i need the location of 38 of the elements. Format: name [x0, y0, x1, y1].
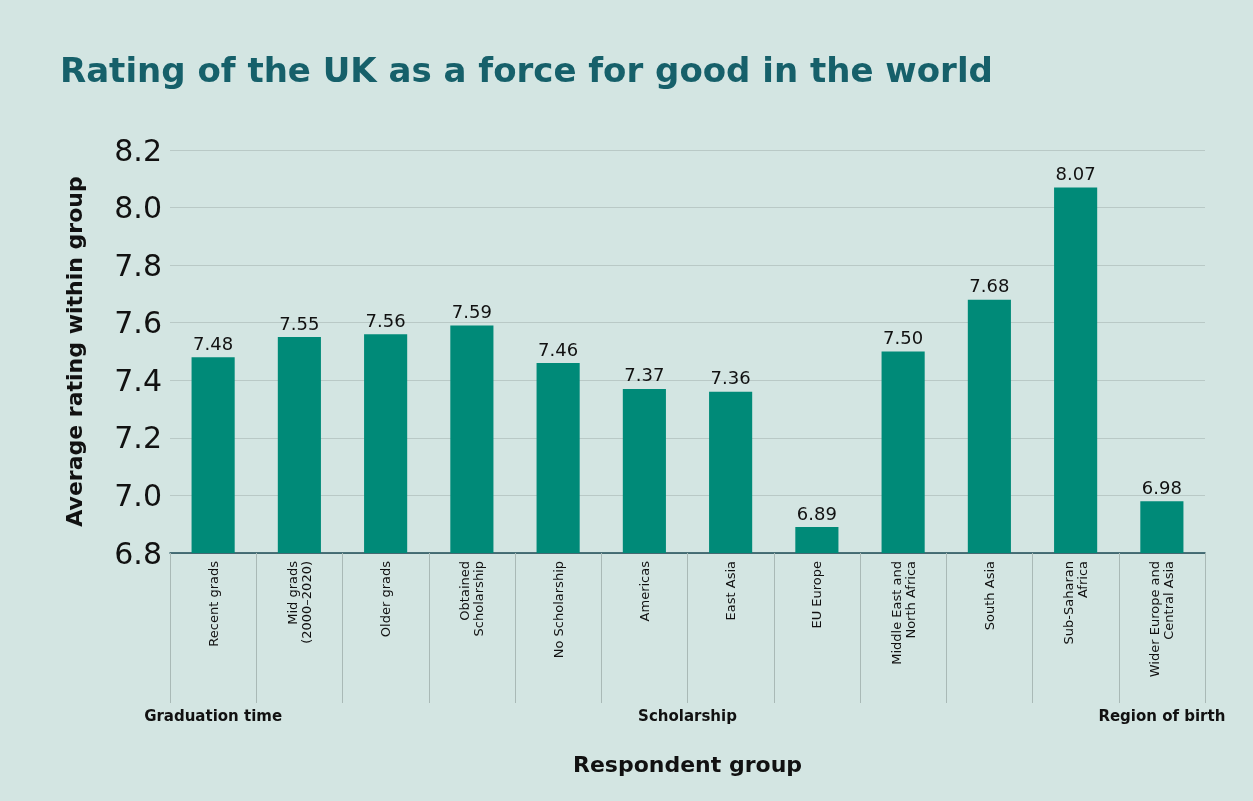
y-tick-label: 7.6 — [114, 305, 162, 341]
y-tick-label: 8.0 — [114, 190, 162, 226]
x-axis-title: Respondent group — [572, 751, 803, 777]
y-tick-label: 7.2 — [114, 420, 162, 456]
x-tick-label: East Asia — [723, 561, 739, 621]
x-tick-label: No Scholarship — [550, 561, 566, 659]
data-label: 7.36 — [710, 367, 751, 389]
data-label: 6.89 — [796, 502, 837, 524]
text: Scholarship — [638, 706, 738, 725]
data-label: 7.50 — [883, 327, 924, 348]
data-label: 6.98 — [1141, 476, 1182, 498]
y-tick-label: 7.0 — [114, 477, 162, 513]
x-tick-label: Wider Europe and Central Asia — [1147, 561, 1177, 678]
x-tick-label: Recent grads — [205, 560, 221, 647]
data-label: 8.07 — [1055, 162, 1096, 184]
y-tick-label: 6.8 — [114, 535, 162, 571]
y-tick-label: 7.8 — [114, 247, 162, 283]
y-tick-label: 8.2 — [114, 132, 162, 168]
data-label: 7.68 — [969, 275, 1010, 297]
x-tick-label: Middle East and North Africa — [888, 561, 918, 665]
chart-title: Rating of the UK as a force for good in the world — [60, 50, 993, 90]
data-label: 7.48 — [193, 332, 234, 354]
y-axis-title: Average rating within group — [61, 176, 87, 527]
x-tick-label: South Asia — [981, 561, 997, 631]
data-label: 7.46 — [538, 338, 579, 360]
data-label: 7.55 — [279, 312, 320, 334]
data-label: 7.37 — [624, 364, 665, 386]
x-tick-label: EU Europe — [809, 561, 825, 629]
data-label: 7.59 — [451, 301, 492, 323]
x-tick-label: Americas — [636, 560, 652, 622]
data-label: 7.56 — [365, 309, 406, 331]
x-tick-label: Obtained Scholarship — [457, 561, 487, 637]
y-tick-label: 7.4 — [114, 362, 162, 398]
text: Region of birth — [1098, 706, 1226, 725]
x-tick-label: Sub-Saharan Africa — [1061, 561, 1091, 645]
x-tick-label: Mid grads (2000–2020) — [284, 560, 314, 644]
text: Graduation time — [144, 706, 283, 725]
x-tick-label: Older grads — [378, 560, 394, 638]
